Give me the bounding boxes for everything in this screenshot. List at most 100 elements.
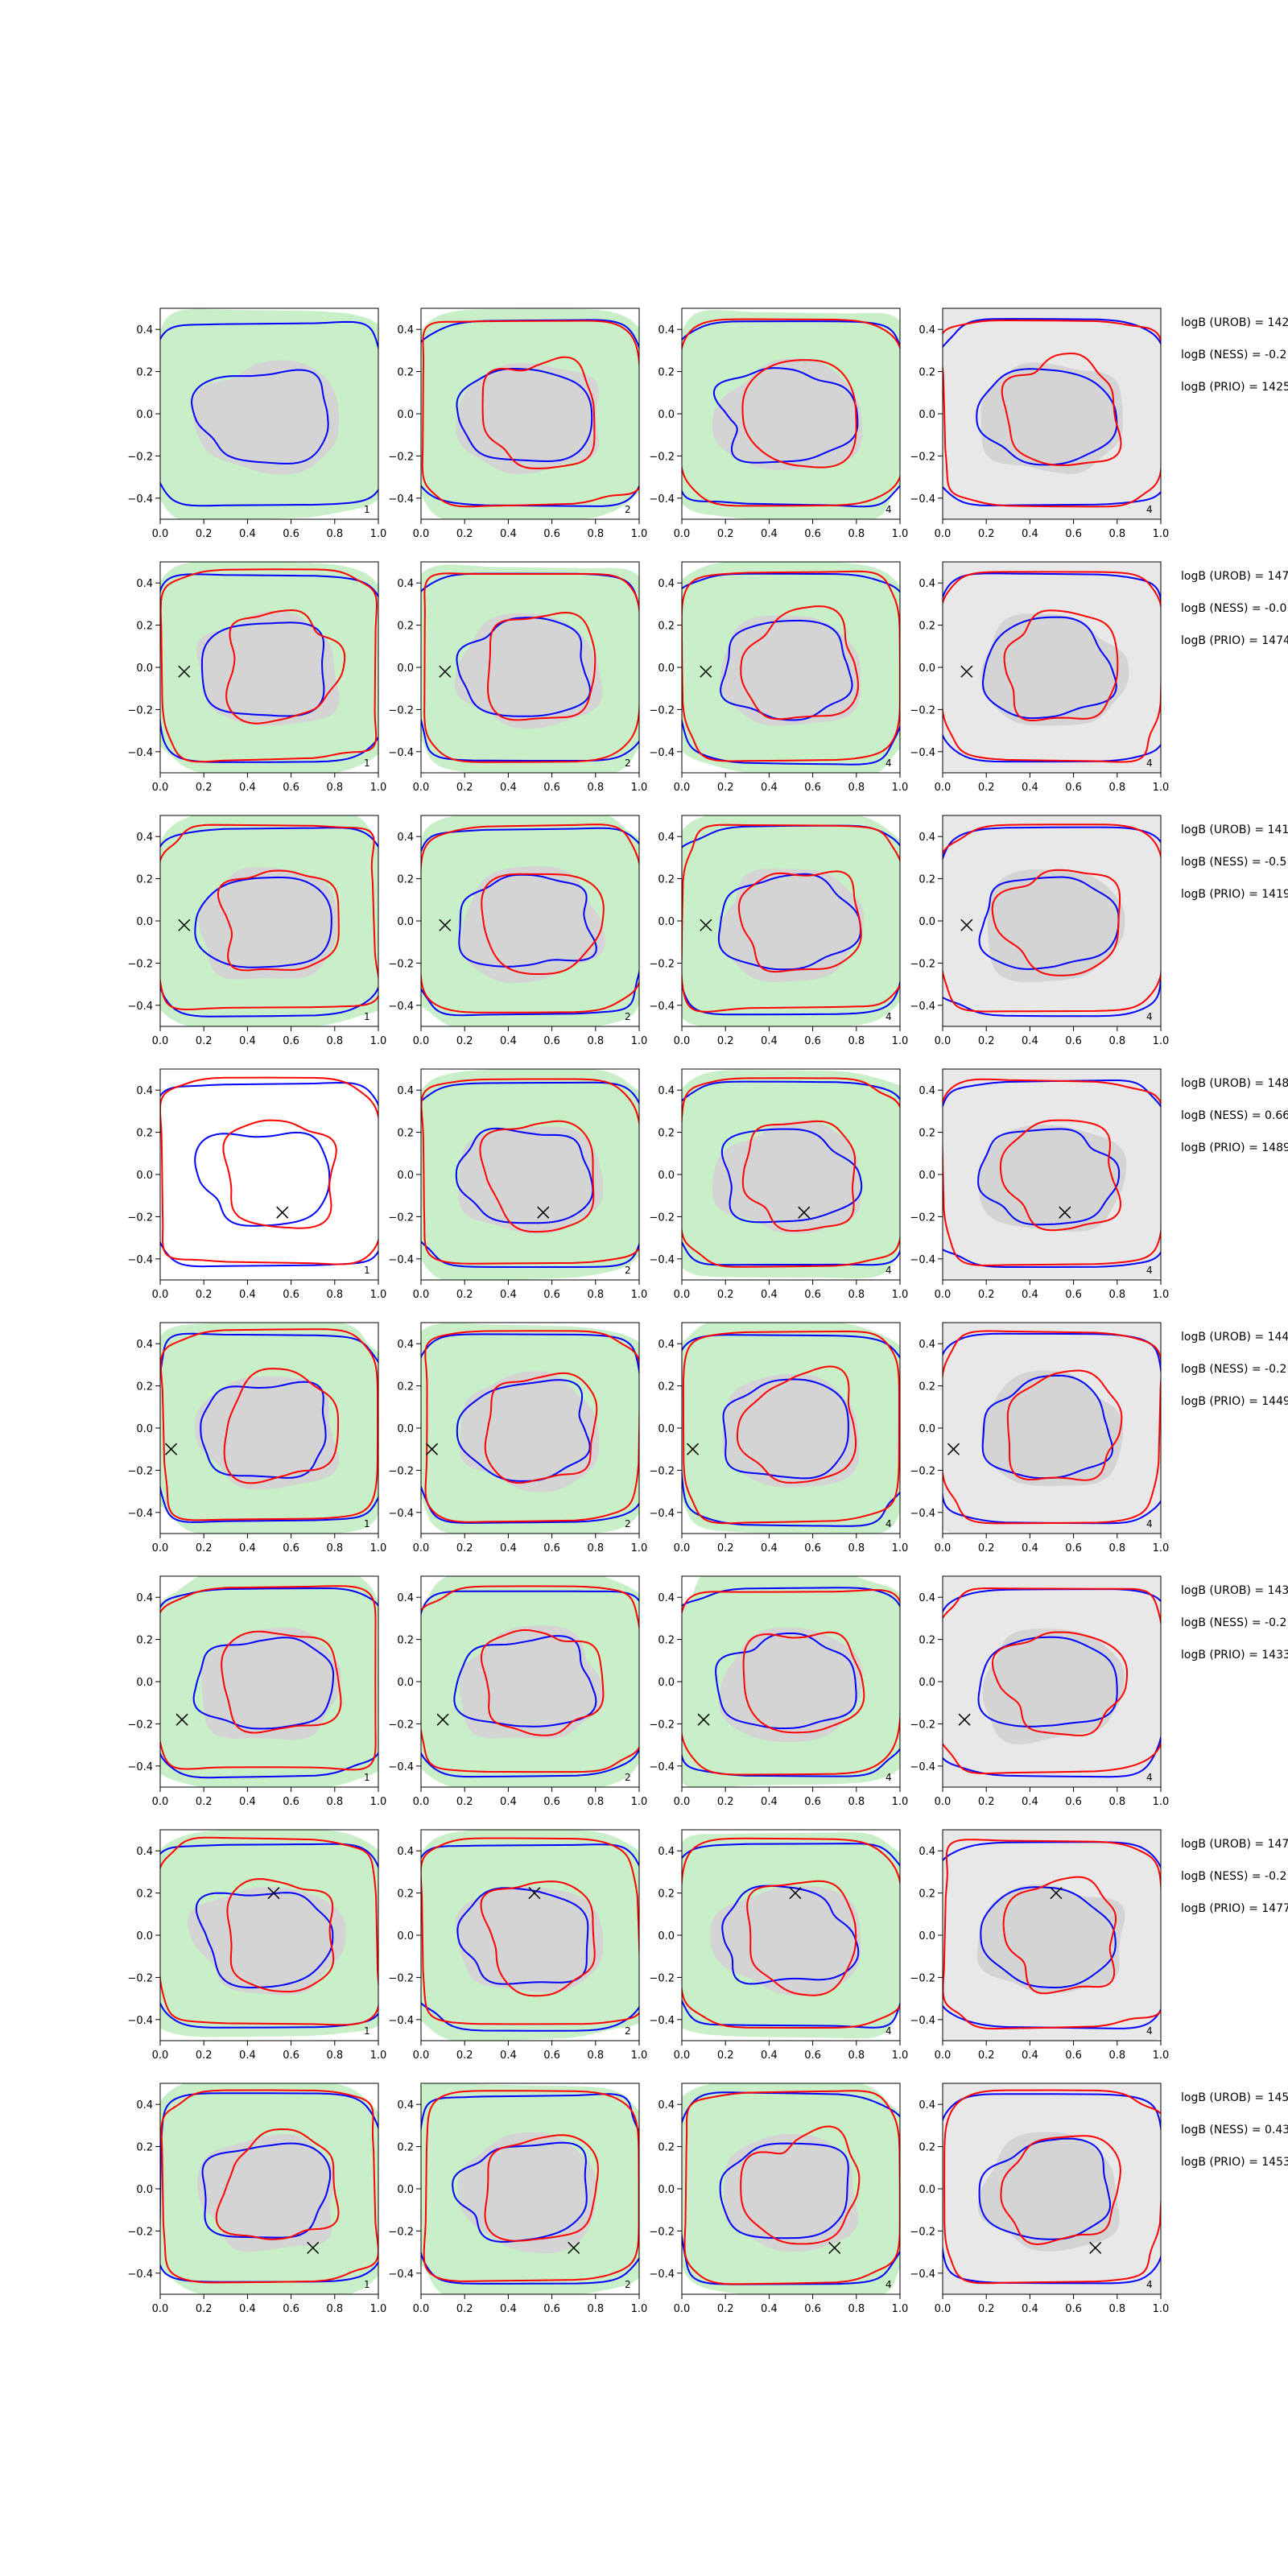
red-outer-contour [682,1837,900,2029]
red-inner-contour [1002,1876,1117,1995]
y-tick-label: 0.4 [919,324,935,336]
y-tick-label: −0.2 [388,704,414,716]
y-tick-label: −0.4 [910,1761,935,1773]
panel-id-label: 4 [1146,2279,1153,2290]
red-outer-contour [160,568,378,763]
x-tick-label: 0.0 [674,2050,691,2062]
x-tick-label: 0.2 [456,1289,473,1301]
x-marker [798,1206,811,1219]
panel-id-label: 4 [886,1011,892,1022]
panel-row: 1 0.0 0.2 0.4 0.6 0.8 1.0 0.4 0.2 0.0 −0.2 −0.4 2 0.0… [127,1322,1288,1554]
blue-outer-contour [943,1588,1161,1778]
logb-annotation: logB (PRIO) = 1425 [1181,381,1288,394]
contour-panel: 1 0.0 0.2 0.4 0.6 0.8 1.0 0.4 0.2 0.0 −0.2 −0.4 [127,815,386,1047]
panel-id-label: 4 [886,2025,892,2037]
x-tick-label: 0.8 [848,1289,865,1301]
x-tick-label: 0.0 [413,1035,430,1047]
red-outer-contour [682,1330,900,1525]
y-tick-label: 0.0 [919,2184,935,2196]
x-tick-label: 0.8 [1108,782,1125,794]
x-tick-label: 1.0 [1153,2050,1170,2062]
panel-id-label: 2 [625,2025,631,2037]
x-tick-label: 0.4 [1022,1289,1038,1301]
x-tick-label: 0.2 [717,2050,734,2062]
y-tick-label: 0.4 [658,1846,675,1858]
x-marker [697,1713,710,1726]
grey-density-fill [982,1629,1125,1745]
blue-inner-contour [981,1374,1114,1480]
red-inner-contour [221,1630,342,1734]
logb-annotation: logB (PRIO) = 1477 [1181,1902,1288,1915]
y-tick-label: 0.0 [136,663,153,675]
x-tick-label: 0.4 [239,782,256,794]
y-tick-label: 0.4 [136,324,153,336]
contour-panel: 4 0.0 0.2 0.4 0.6 0.8 1.0 0.4 0.2 0.0 −0.2 −0.4 [649,1068,908,1301]
y-tick-label: 0.0 [919,409,935,421]
y-tick-label: 0.0 [658,2184,675,2196]
x-tick-label: 0.4 [1022,2050,1038,2062]
y-tick-label: 0.4 [658,1592,675,1604]
y-tick-label: −0.4 [649,2015,675,2027]
y-tick-label: −0.4 [649,1508,675,1520]
y-tick-label: −0.4 [127,1001,153,1013]
y-tick-label: −0.2 [910,1719,935,1731]
y-tick-label: −0.2 [910,1465,935,1477]
y-tick-label: −0.4 [388,1508,414,1520]
x-tick-label: 0.2 [978,2050,995,2062]
panel-row: 1 0.0 0.2 0.4 0.6 0.8 1.0 0.4 0.2 0.0 −0.2 −0.4 2 0.0… [127,1575,1288,1808]
panel-row: 1 0.0 0.2 0.4 0.6 0.8 1.0 0.4 0.2 0.0 −0.2 −0.4 2 0.0… [127,1068,1288,1301]
logb-annotation: logB (UROB) = 147 [1181,1838,1288,1851]
x-tick-label: 0.0 [935,1289,952,1301]
x-tick-label: 0.0 [152,1796,169,1808]
y-tick-label: 0.2 [658,1889,675,1901]
x-tick-label: 0.6 [543,1289,560,1301]
y-tick-label: 0.0 [658,663,675,675]
x-tick-label: 0.6 [543,2050,560,2062]
x-tick-label: 0.8 [1108,2303,1125,2315]
blue-outer-contour [160,320,378,507]
x-tick-label: 0.8 [326,1542,343,1554]
x-tick-label: 0.8 [587,2303,604,2315]
y-tick-label: 0.2 [397,621,414,633]
panel-id-label: 1 [364,1265,370,1276]
y-tick-label: −0.2 [388,2226,414,2238]
x-tick-label: 0.4 [1022,782,1038,794]
panel-id-label: 1 [364,758,370,769]
x-tick-label: 0.4 [239,1035,256,1047]
blue-outer-contour [682,1334,900,1527]
y-tick-label: 0.4 [919,1846,935,1858]
y-tick-label: 0.0 [658,1677,675,1689]
x-marker [1059,1206,1071,1219]
y-tick-label: 0.4 [919,578,935,590]
red-outer-contour [423,572,639,763]
y-tick-label: 0.4 [658,1339,675,1351]
x-tick-label: 0.0 [152,1542,169,1554]
y-tick-label: 0.4 [136,832,153,844]
contour-panel: 4 0.0 0.2 0.4 0.6 0.8 1.0 0.4 0.2 0.0 −0.2 −0.4 [910,1829,1170,2062]
y-tick-label: −0.2 [127,958,153,970]
grey-density-fill [722,1373,860,1488]
contour-panel: 4 0.0 0.2 0.4 0.6 0.8 1.0 0.4 0.2 0.0 −0.2 −0.4 [910,1068,1169,1301]
logb-annotation: logB (PRIO) = 1419 [1181,888,1288,901]
contour-panel: 1 0.0 0.2 0.4 0.6 0.8 1.0 0.4 0.2 0.0 −0.2 −0.4 [127,561,386,794]
blue-outer-contour [682,320,900,508]
panel-id-label: 4 [1146,1011,1153,1022]
x-marker [165,1443,178,1455]
y-tick-label: 0.2 [397,1128,414,1140]
y-tick-label: 0.2 [136,2142,153,2154]
red-outer-contour [943,1587,1161,1774]
y-tick-label: 0.0 [397,916,414,928]
x-tick-label: 1.0 [892,1035,909,1047]
x-tick-label: 0.4 [761,1035,778,1047]
blue-inner-contour [976,368,1118,466]
y-tick-label: −0.4 [649,493,675,506]
contour-panel: 2 0.0 0.2 0.4 0.6 0.8 1.0 0.4 0.2 0.0 −0.2 −0.4 [388,1829,647,2062]
x-tick-label: 0.0 [152,782,169,794]
y-tick-label: 0.2 [919,874,935,886]
y-tick-label: −0.4 [910,2015,935,2027]
y-tick-label: −0.2 [127,1465,153,1477]
y-tick-label: 0.2 [397,874,414,886]
x-tick-label: 0.4 [239,1542,256,1554]
panel-id-label: 2 [625,1265,631,1276]
grey-density-fill [196,610,340,726]
